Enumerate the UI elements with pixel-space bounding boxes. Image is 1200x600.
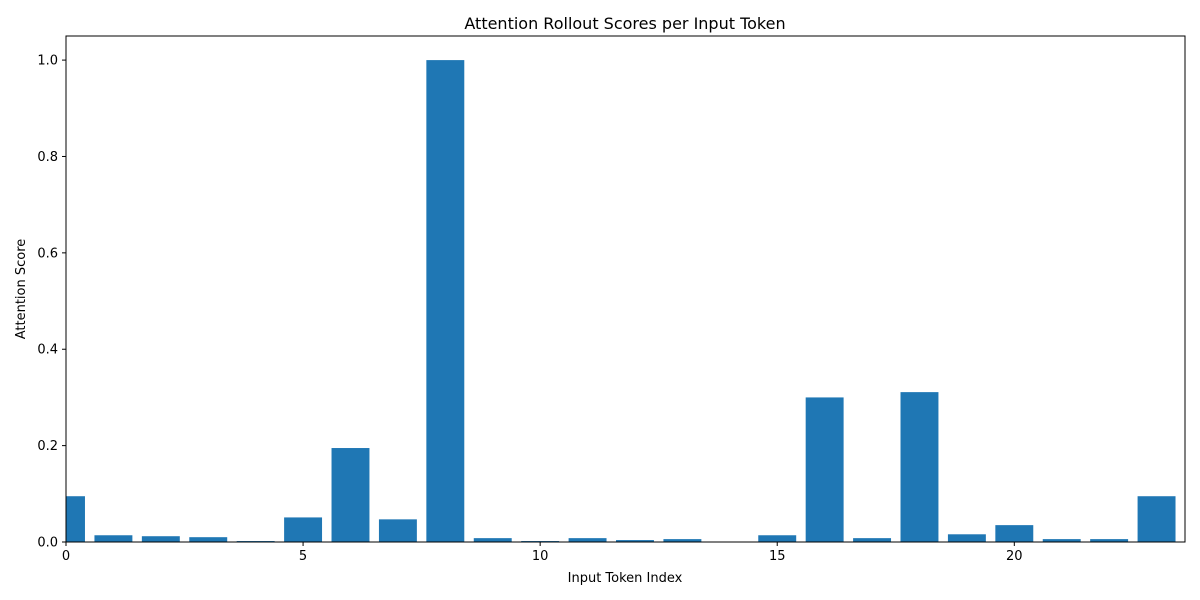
bar bbox=[568, 538, 607, 542]
bar bbox=[426, 60, 465, 542]
y-tick-label: 0.2 bbox=[37, 439, 58, 454]
x-axis-label: Input Token Index bbox=[568, 571, 683, 586]
x-tick-label: 5 bbox=[299, 549, 307, 564]
x-tick-label: 0 bbox=[62, 549, 70, 564]
bar bbox=[616, 540, 654, 542]
bar bbox=[141, 536, 180, 542]
bar bbox=[331, 448, 370, 542]
x-tick-label: 20 bbox=[1006, 549, 1023, 564]
y-tick-label: 1.0 bbox=[37, 54, 58, 69]
y-tick-label: 0.4 bbox=[37, 343, 58, 358]
bar bbox=[947, 534, 986, 542]
bar bbox=[663, 539, 702, 542]
y-tick-label: 0.6 bbox=[37, 246, 58, 261]
x-tick-label: 15 bbox=[769, 549, 786, 564]
bar bbox=[758, 535, 797, 542]
chart-title: Attention Rollout Scores per Input Token bbox=[464, 14, 785, 33]
y-tick-label: 0.0 bbox=[37, 536, 58, 551]
bar bbox=[284, 517, 323, 542]
bar bbox=[805, 397, 844, 542]
bar bbox=[189, 537, 228, 542]
plot-frame bbox=[65, 35, 1186, 543]
bar bbox=[1090, 539, 1129, 542]
y-axis-ticks: 0.0 0.2 0.4 0.6 0.8 1.0 bbox=[37, 54, 66, 551]
y-tick-label: 0.8 bbox=[37, 150, 58, 165]
bar bbox=[66, 496, 85, 542]
bar bbox=[378, 519, 417, 542]
bar bbox=[853, 538, 892, 542]
x-tick-label: 10 bbox=[532, 549, 549, 564]
bar bbox=[995, 525, 1034, 542]
bar bbox=[94, 535, 133, 542]
bars-group bbox=[66, 60, 1176, 542]
bar bbox=[473, 538, 512, 542]
y-axis-label: Attention Score bbox=[14, 239, 29, 340]
bar bbox=[900, 392, 939, 542]
bar bbox=[1042, 539, 1081, 542]
x-axis-ticks: 0 5 10 15 20 bbox=[62, 542, 1023, 564]
bar bbox=[1137, 496, 1176, 542]
